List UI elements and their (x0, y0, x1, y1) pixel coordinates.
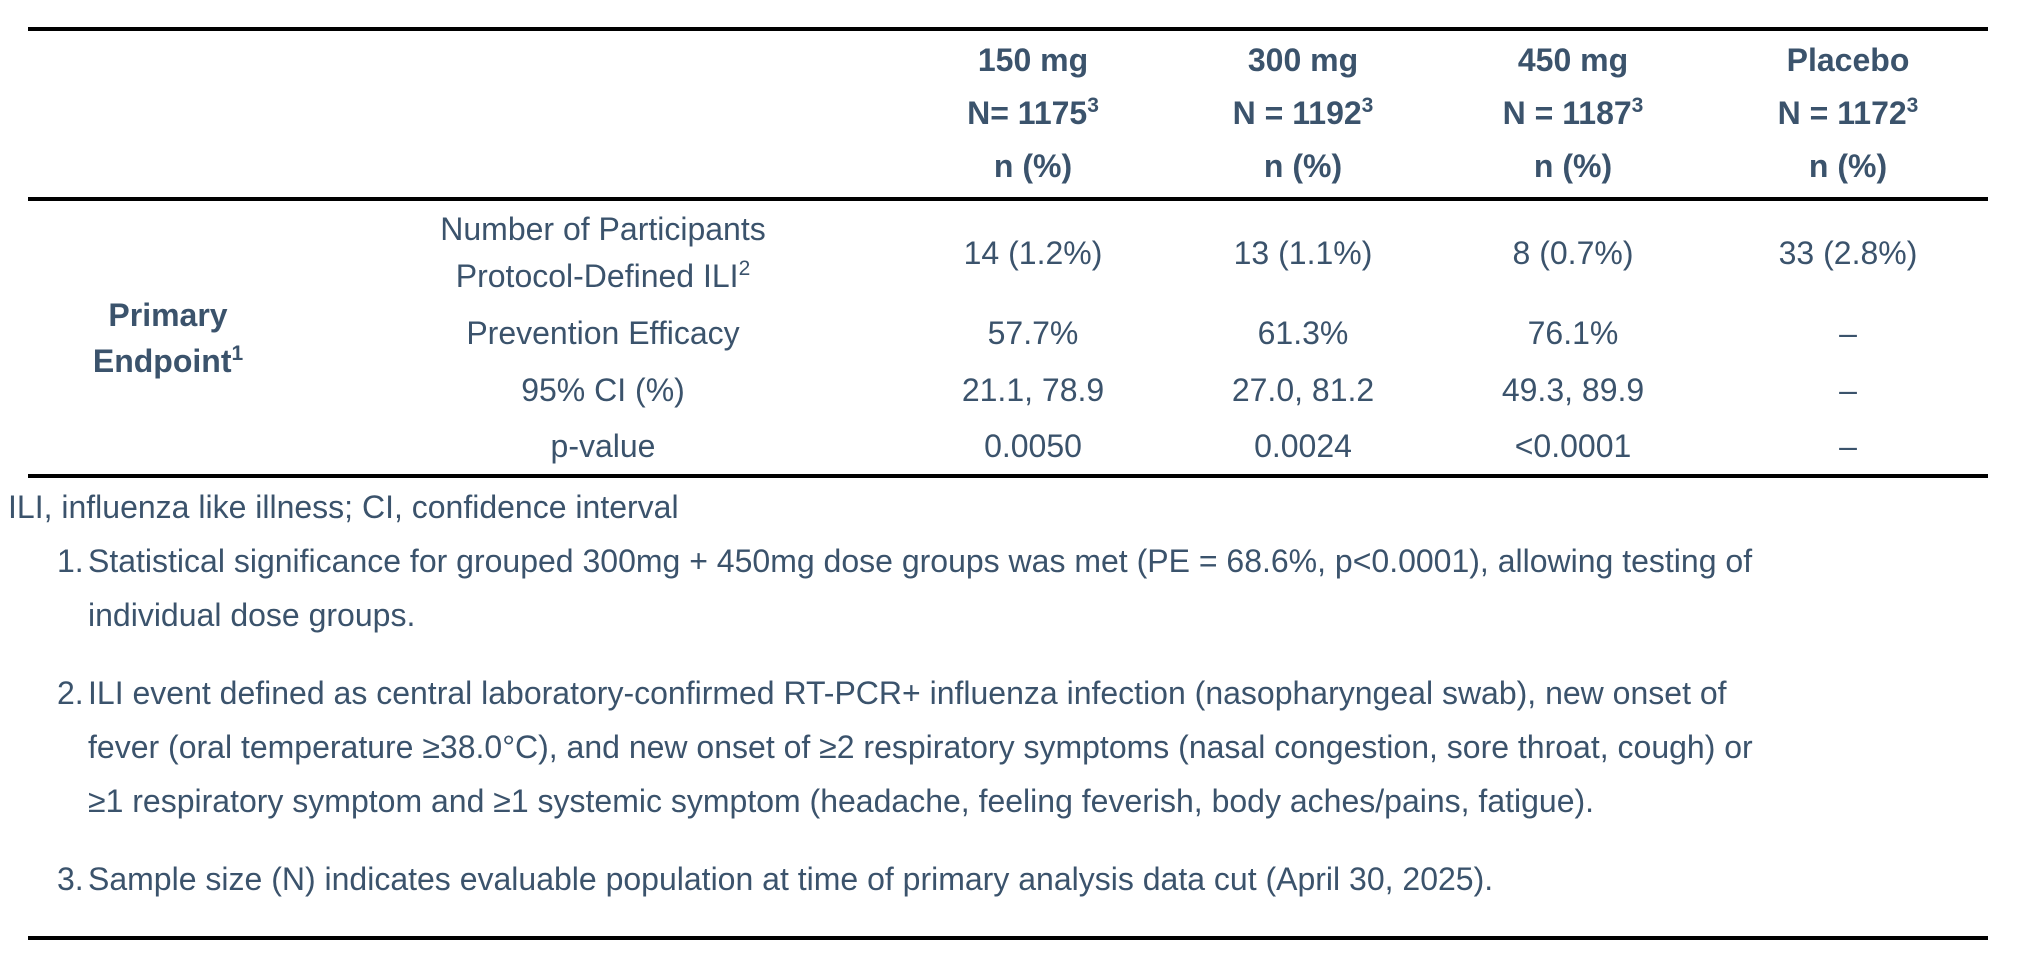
table-row-prevention-efficacy: Prevention Efficacy 57.7% 61.3% 76.1% – (28, 305, 1988, 362)
primary-endpoint-table: 150 mg N= 11753 n (%) 300 mg N = 11923 n… (28, 27, 1988, 478)
footnote-ref-1: 1 (231, 341, 244, 365)
footnote-text: ≥1 respiratory symptom and ≥1 systemic s… (88, 783, 1595, 819)
sample-size-label: N = 11723 (1777, 94, 1919, 131)
footnote-ref-3: 3 (1631, 94, 1644, 117)
unit-label: n (%) (1263, 148, 1343, 184)
row-label-prevention-efficacy: Prevention Efficacy (466, 315, 740, 351)
header-col-150mg: 150 mg N= 11753 n (%) (898, 29, 1168, 201)
sample-size-label: N= 11753 (967, 94, 1099, 131)
dose-label: 300 mg (1247, 42, 1359, 78)
cell-participants-placebo: 33 (2.8%) (1778, 234, 1918, 271)
unit-label: n (%) (993, 148, 1073, 184)
footnote-3: 3. Sample size (N) indicates evaluable po… (57, 852, 1990, 906)
sample-size-label: N = 11923 (1232, 94, 1374, 131)
cell-efficacy-150mg: 57.7% (987, 315, 1079, 351)
row-group-label-primary-endpoint: Primary Endpoint1 (92, 296, 244, 379)
footnote-text: individual dose groups. (88, 597, 416, 633)
header-col-300mg: 300 mg N = 11923 n (%) (1168, 29, 1438, 201)
footnote-ref-3: 3 (1906, 94, 1919, 117)
unit-label: n (%) (1808, 148, 1888, 184)
footnote-text: ILI event defined as central laboratory-… (88, 675, 1727, 711)
footnotes-section: ILI, influenza like illness; CI, confide… (8, 480, 1990, 906)
header-row: 150 mg N= 11753 n (%) 300 mg N = 11923 n… (28, 29, 1988, 201)
cell-participants-300mg: 13 (1.1%) (1233, 234, 1373, 271)
table-header: 150 mg N= 11753 n (%) 300 mg N = 11923 n… (28, 29, 1988, 201)
sample-size-label: N = 11873 (1502, 94, 1644, 131)
table-row-ci: 95% CI (%) 21.1, 78.9 27.0, 81.2 49.3, 8… (28, 362, 1988, 419)
cell-ci-150mg: 21.1, 78.9 (961, 372, 1105, 408)
header-col-placebo: Placebo N = 11723 n (%) (1708, 29, 1988, 201)
unit-label: n (%) (1533, 148, 1613, 184)
header-empty-cell (28, 29, 898, 201)
row-label-ci: 95% CI (%) (521, 372, 685, 408)
footnote-ref-3: 3 (1361, 94, 1374, 117)
cell-pvalue-450mg: <0.0001 (1514, 428, 1632, 464)
table-row-participants: Primary Endpoint1 Number of Participants… (28, 199, 1988, 379)
header-col-450mg: 450 mg N = 11873 n (%) (1438, 29, 1708, 201)
footnote-ref-3: 3 (1087, 94, 1099, 117)
table-body: Primary Endpoint1 Number of Participants… (28, 199, 1988, 476)
row-label-pvalue: p-value (550, 428, 656, 464)
cell-efficacy-placebo: – (1839, 315, 1857, 351)
bottom-rule (28, 936, 1988, 940)
cell-participants-450mg: 8 (0.7%) (1512, 234, 1634, 271)
footnote-number: 2. (57, 675, 84, 711)
cell-pvalue-150mg: 0.0050 (984, 428, 1082, 464)
footnote-number: 3. (57, 861, 84, 897)
footnote-text: Sample size (N) indicates evaluable popu… (88, 861, 1494, 897)
footnote-number: 1. (57, 543, 84, 579)
cell-ci-placebo: – (1839, 372, 1857, 408)
dose-label: 150 mg (977, 42, 1089, 78)
cell-participants-150mg: 14 (1.2%) (963, 234, 1103, 271)
footnote-1: 1. Statistical significance for grouped 3… (57, 534, 1990, 642)
cell-efficacy-300mg: 61.3% (1257, 315, 1349, 351)
footnote-ref-2: 2 (738, 257, 751, 280)
cell-efficacy-450mg: 76.1% (1527, 315, 1619, 351)
abbreviations-line: ILI, influenza like illness; CI, confide… (8, 489, 679, 525)
footnote-text: Statistical significance for grouped 300… (88, 543, 1753, 579)
cell-ci-300mg: 27.0, 81.2 (1231, 372, 1375, 408)
row-label-participants: Number of Participants Protocol-Defined … (440, 211, 766, 294)
cell-pvalue-300mg: 0.0024 (1254, 428, 1352, 464)
table-row-pvalue: p-value 0.0050 0.0024 <0.0001 – (28, 419, 1988, 476)
footnote-text: fever (oral temperature ≥38.0°C), and ne… (88, 729, 1753, 765)
footnote-2: 2. ILI event defined as central laborator… (57, 666, 1990, 828)
cell-pvalue-placebo: – (1839, 428, 1857, 464)
dose-label: Placebo (1786, 42, 1910, 78)
cell-ci-450mg: 49.3, 89.9 (1501, 372, 1645, 408)
dose-label: 450 mg (1517, 42, 1629, 78)
